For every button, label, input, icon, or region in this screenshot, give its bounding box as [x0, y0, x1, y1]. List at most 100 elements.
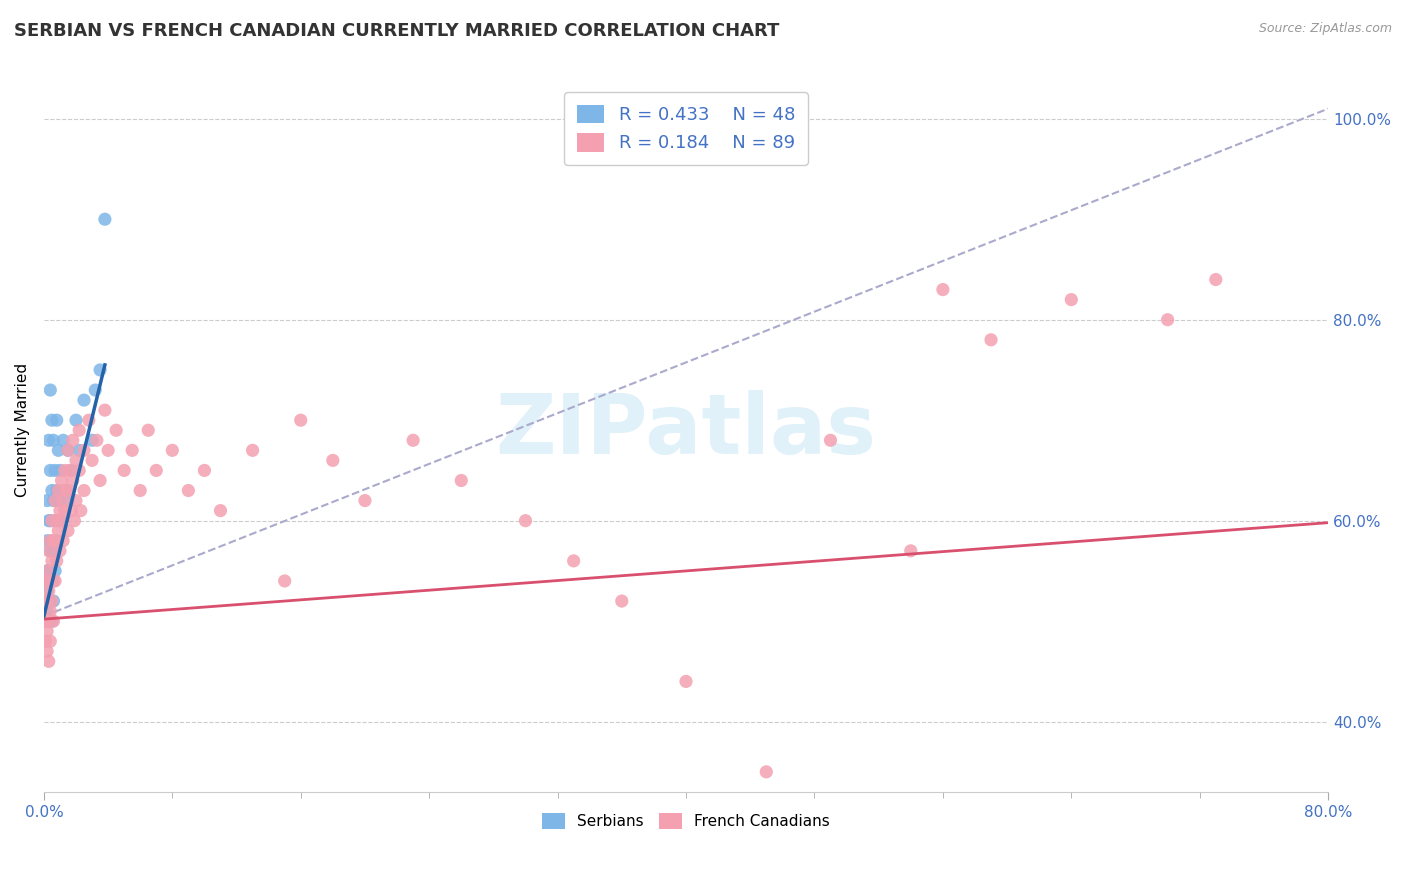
Point	[1205, 272, 1227, 286]
Point	[42, 594, 65, 608]
Point	[80, 434, 103, 448]
Point	[35, 644, 58, 658]
Point	[675, 674, 697, 689]
Point	[52, 434, 75, 448]
Point	[44, 514, 66, 528]
Point	[45, 533, 67, 548]
Point	[49, 514, 72, 528]
Point	[49, 463, 72, 477]
Point	[34, 574, 56, 588]
Point	[42, 493, 65, 508]
Point	[55, 483, 77, 498]
Point	[42, 434, 65, 448]
Point	[89, 474, 111, 488]
Point	[136, 423, 159, 437]
Point	[38, 544, 60, 558]
Point	[67, 443, 90, 458]
Point	[67, 463, 90, 477]
Text: ZIPatlas: ZIPatlas	[495, 390, 876, 471]
Point	[39, 514, 62, 528]
Point	[53, 483, 76, 498]
Point	[39, 594, 62, 608]
Point	[290, 413, 312, 427]
Point	[44, 564, 66, 578]
Point	[60, 463, 83, 477]
Point	[86, 434, 108, 448]
Point	[145, 463, 167, 477]
Point	[162, 443, 184, 458]
Point	[35, 533, 58, 548]
Text: Source: ZipAtlas.com: Source: ZipAtlas.com	[1258, 22, 1392, 36]
Point	[35, 493, 58, 508]
Point	[65, 493, 87, 508]
Point	[53, 463, 76, 477]
Point	[84, 383, 107, 397]
Point	[46, 524, 69, 538]
Point	[39, 533, 62, 548]
Point	[932, 283, 955, 297]
Point	[60, 503, 83, 517]
Point	[51, 474, 73, 488]
Point	[39, 604, 62, 618]
Y-axis label: Currently Married: Currently Married	[15, 363, 30, 498]
Point	[62, 474, 84, 488]
Point	[177, 483, 200, 498]
Point	[45, 514, 67, 528]
Point	[39, 544, 62, 558]
Point	[38, 514, 60, 528]
Point	[610, 594, 633, 608]
Point	[56, 443, 79, 458]
Point	[69, 503, 91, 517]
Point	[44, 533, 66, 548]
Point	[755, 764, 778, 779]
Point	[42, 574, 65, 588]
Point	[46, 493, 69, 508]
Point	[45, 554, 67, 568]
Point	[39, 463, 62, 477]
Point	[39, 383, 62, 397]
Point	[97, 443, 120, 458]
Point	[209, 503, 232, 517]
Point	[56, 483, 79, 498]
Point	[56, 493, 79, 508]
Point	[38, 584, 60, 599]
Point	[42, 544, 65, 558]
Point	[515, 514, 537, 528]
Point	[35, 564, 58, 578]
Point	[62, 434, 84, 448]
Point	[56, 443, 79, 458]
Point	[38, 434, 60, 448]
Legend: Serbians, French Canadians: Serbians, French Canadians	[536, 806, 837, 835]
Point	[41, 614, 63, 628]
Point	[89, 363, 111, 377]
Text: SERBIAN VS FRENCH CANADIAN CURRENTLY MARRIED CORRELATION CHART: SERBIAN VS FRENCH CANADIAN CURRENTLY MAR…	[14, 22, 779, 40]
Point	[51, 514, 73, 528]
Point	[35, 594, 58, 608]
Point	[562, 554, 585, 568]
Point	[41, 514, 63, 528]
Point	[42, 533, 65, 548]
Point	[34, 614, 56, 628]
Point	[34, 634, 56, 648]
Point	[835, 795, 858, 809]
Point	[34, 594, 56, 608]
Point	[38, 564, 60, 578]
Point	[46, 443, 69, 458]
Point	[94, 212, 117, 227]
Point	[42, 614, 65, 628]
Point	[44, 493, 66, 508]
Point	[121, 443, 143, 458]
Point	[1060, 293, 1083, 307]
Point	[1156, 312, 1178, 326]
Point	[58, 463, 80, 477]
Point	[35, 624, 58, 639]
Point	[41, 483, 63, 498]
Point	[193, 463, 215, 477]
Point	[39, 634, 62, 648]
Point	[34, 614, 56, 628]
Point	[41, 574, 63, 588]
Point	[35, 564, 58, 578]
Point	[322, 453, 344, 467]
Point	[273, 574, 295, 588]
Point	[38, 654, 60, 668]
